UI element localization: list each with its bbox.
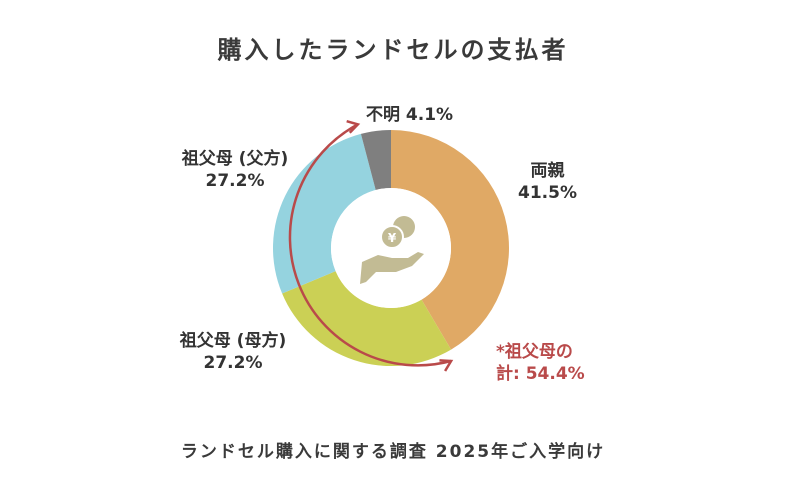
slice-2: [273, 133, 376, 294]
slice-0: [391, 130, 509, 350]
label-parents-value: 41.5%: [518, 183, 577, 203]
label-maternal-name: 祖父母 (母方): [179, 331, 287, 351]
survey-footer: ランドセル購入に関する調査 2025年ご入学向け: [180, 442, 606, 462]
center-icon: ¥: [331, 188, 451, 308]
label-maternal: 祖父母 (母方) 27.2%: [168, 330, 298, 374]
note-line2: 計: 54.4%: [496, 364, 585, 384]
grandparents-total-note: *祖父母の 計: 54.4%: [496, 341, 585, 385]
label-parents-name: 両親: [530, 161, 565, 181]
label-unknown: 不明 4.1%: [366, 104, 453, 126]
chart-title: 購入したランドセルの支払者: [217, 36, 569, 64]
slice-1: [282, 271, 452, 367]
label-paternal-value: 27.2%: [205, 171, 265, 191]
label-unknown-value: 4.1%: [405, 105, 454, 125]
label-parents: 両親 41.5%: [518, 160, 577, 204]
label-paternal: 祖父母 (父方) 27.2%: [170, 148, 300, 192]
label-maternal-value: 27.2%: [203, 353, 263, 373]
label-unknown-name: 不明: [366, 105, 400, 125]
grandparents-total-arrow: [288, 119, 454, 372]
slice-3: [360, 130, 391, 190]
svg-text:¥: ¥: [388, 231, 397, 245]
note-line1: *祖父母の: [496, 342, 573, 362]
label-paternal-name: 祖父母 (父方): [181, 149, 289, 169]
